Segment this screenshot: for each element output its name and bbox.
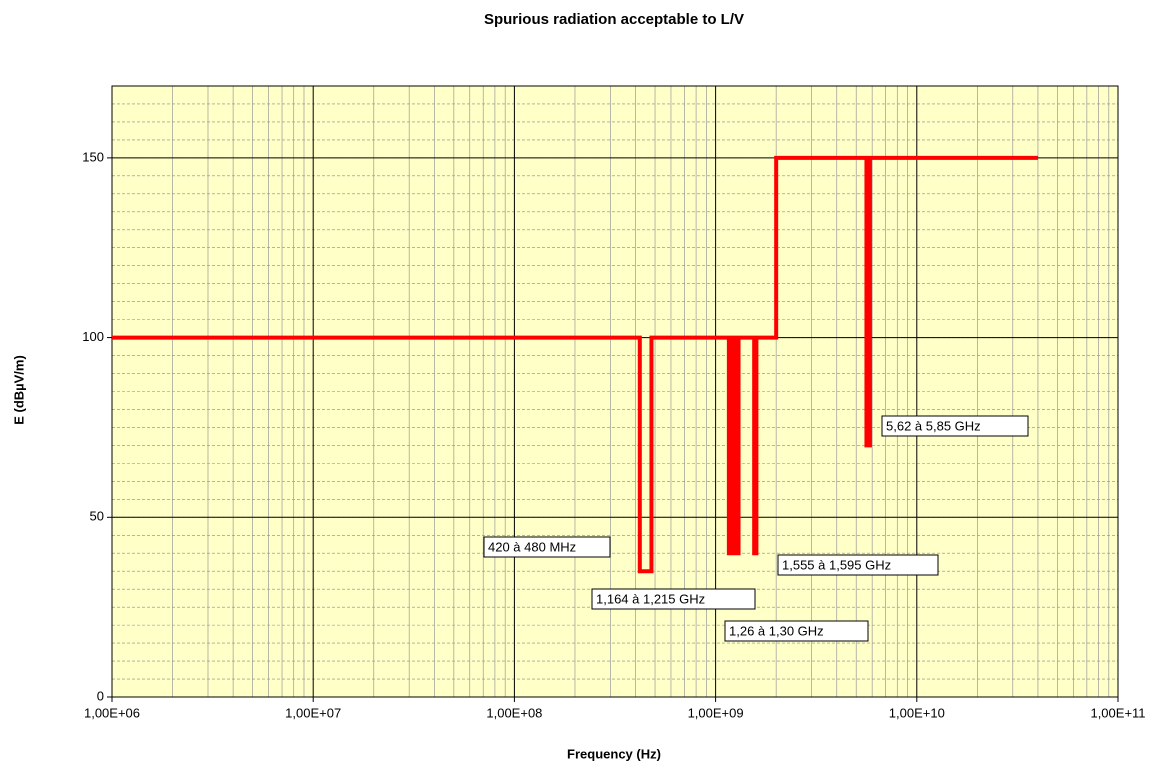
chart-title: Spurious radiation acceptable to L/V bbox=[484, 11, 744, 28]
y-tick-label: 100 bbox=[82, 329, 104, 344]
annotation: 1,555 à 1,595 GHz bbox=[782, 557, 891, 572]
annotation: 1,26 à 1,30 GHz bbox=[729, 623, 824, 638]
y-tick-label: 150 bbox=[82, 149, 104, 164]
annotation: 420 à 480 MHz bbox=[488, 539, 576, 554]
x-tick-label: 1,00E+11 bbox=[1090, 705, 1145, 720]
annotation-box bbox=[591, 588, 756, 610]
data-line bbox=[112, 155, 1038, 574]
plot-border bbox=[111, 85, 1119, 698]
y-tick-label: 50 bbox=[90, 509, 104, 524]
annotation-box bbox=[724, 620, 869, 642]
annotation-box bbox=[777, 554, 939, 576]
y-tick-label: 0 bbox=[97, 688, 104, 703]
x-tick-label: 1,00E+07 bbox=[285, 705, 341, 720]
annotation: 5,62 à 5,85 GHz bbox=[886, 418, 981, 433]
y-axis-label: E (dBµV/m) bbox=[11, 355, 26, 425]
annotation: 1,164 à 1,215 GHz bbox=[596, 591, 705, 606]
x-tick-label: 1,00E+06 bbox=[84, 705, 140, 720]
x-tick-label: 1,00E+09 bbox=[688, 705, 744, 720]
x-axis-label: Frequency (Hz) bbox=[567, 746, 661, 761]
annotation-box bbox=[483, 536, 611, 558]
x-tick-label: 1,00E+10 bbox=[889, 705, 945, 720]
annotation-box bbox=[881, 415, 1029, 437]
x-tick-label: 1,00E+08 bbox=[486, 705, 542, 720]
